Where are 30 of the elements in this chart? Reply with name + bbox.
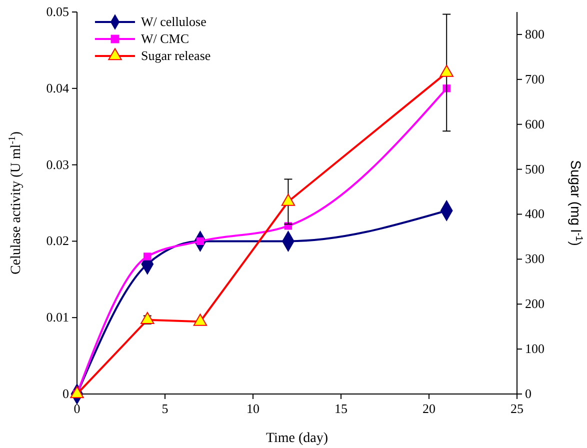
y-tick-label: 0.03: [46, 156, 69, 172]
point: [140, 312, 154, 324]
point: [193, 314, 208, 326]
legend-label: Sugar release: [141, 48, 211, 63]
x-tick-label: 5: [162, 401, 168, 416]
point: [144, 252, 152, 260]
x-tick-label: 10: [246, 401, 260, 416]
y2-tick-label: 500: [525, 161, 544, 176]
y2-tick-label: 0: [525, 386, 532, 401]
point: [440, 64, 454, 77]
y2-tick-label: 800: [525, 26, 544, 42]
y-tick-label: 0.02: [46, 233, 69, 248]
x-tick-label: 20: [422, 401, 436, 416]
y-tick-label: 0.01: [46, 310, 69, 325]
x-axis-title: Time (day): [266, 431, 328, 446]
y2-tick-label: 700: [525, 71, 544, 86]
legend-label: W/ cellulose: [141, 14, 207, 29]
y2-tick-label: 600: [525, 116, 544, 132]
x-tick-label: 0: [74, 401, 80, 416]
y-tick-label: 0.04: [46, 80, 70, 96]
y-tick-label: 0.05: [46, 4, 69, 19]
y2-tick-label: 200: [525, 296, 544, 312]
y-tick-label: 0: [62, 386, 69, 401]
y2-tick-label: 400: [525, 206, 544, 222]
x-tick-label: 15: [334, 401, 348, 416]
point: [281, 194, 296, 206]
legend-label: W/ CMC: [141, 31, 190, 46]
x-tick-label: 25: [510, 401, 524, 416]
y2-tick-label: 300: [525, 251, 544, 266]
y2-tick-label: 100: [525, 341, 544, 356]
